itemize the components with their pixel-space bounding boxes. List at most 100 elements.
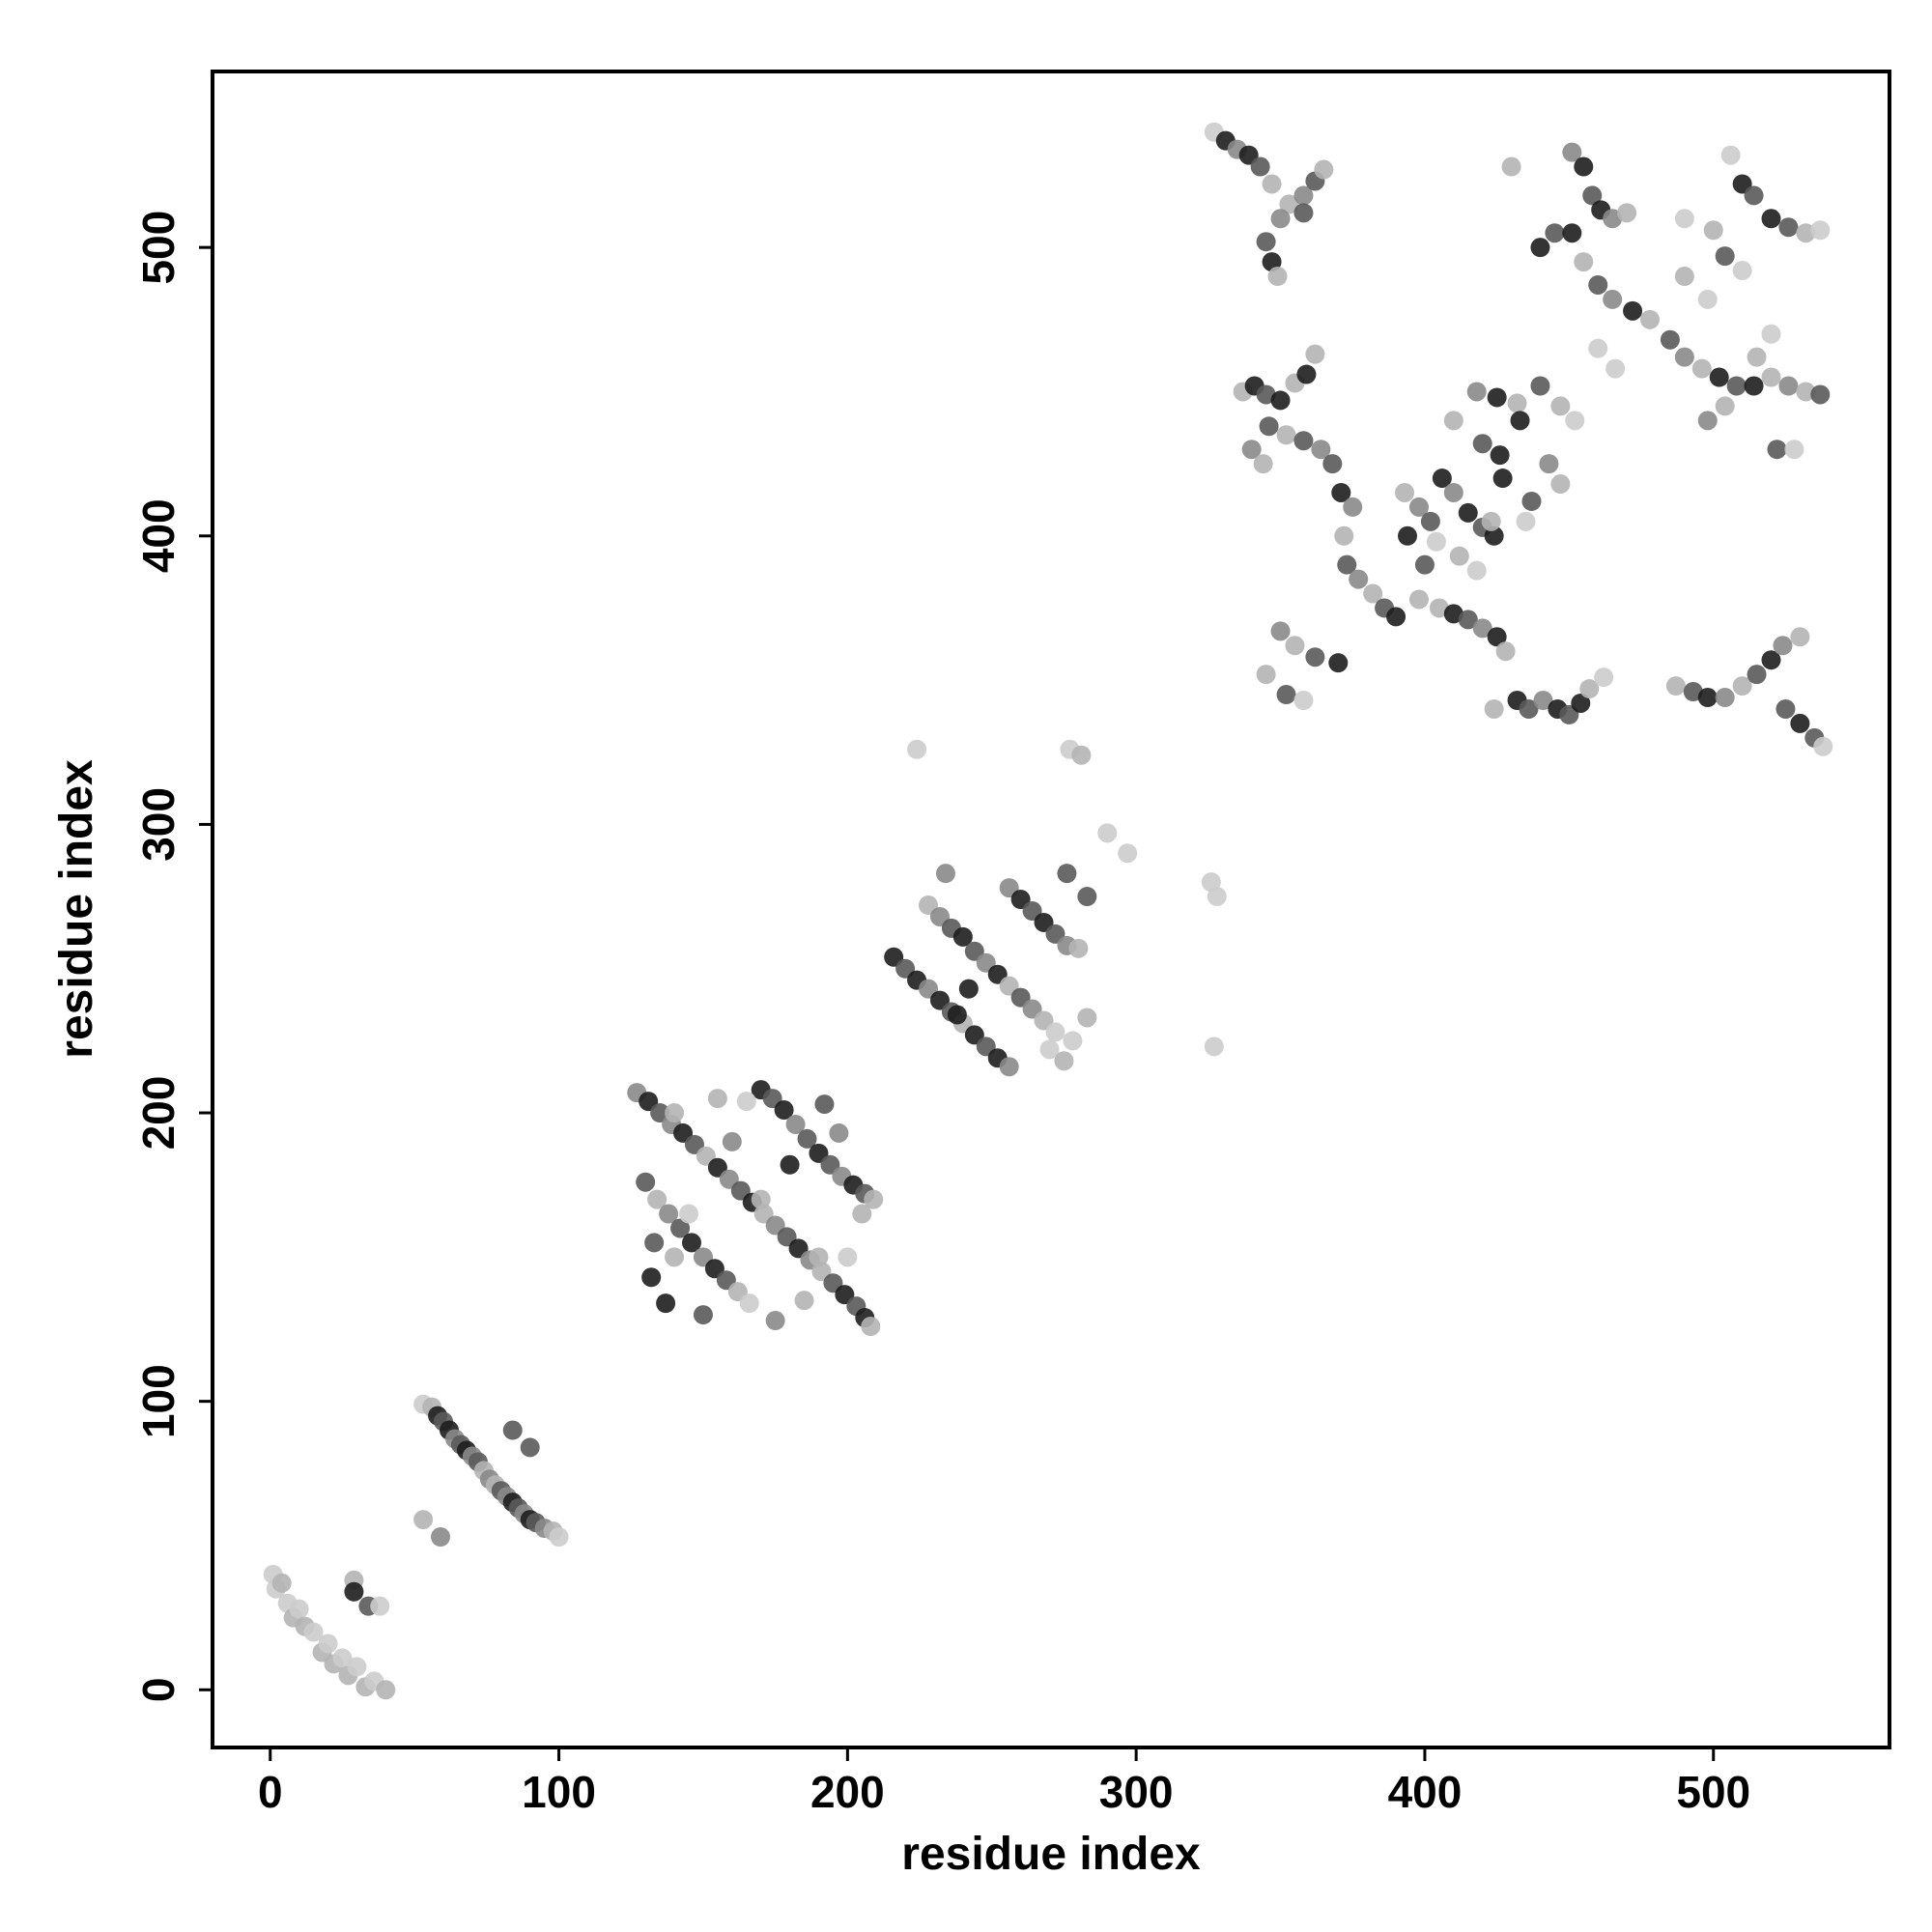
scatter-point: [751, 1189, 771, 1209]
scatter-point: [1665, 676, 1686, 696]
scatter-point: [794, 1291, 814, 1311]
scatter-point: [1349, 569, 1369, 589]
scatter-point: [1071, 745, 1092, 765]
scatter-point: [1674, 267, 1694, 287]
scatter-point: [852, 1204, 872, 1224]
scatter-point: [1726, 376, 1747, 396]
scatter-point: [1432, 469, 1452, 489]
scatter-point: [1253, 454, 1273, 474]
scatter-point: [370, 1596, 390, 1616]
scatter-point: [1331, 482, 1351, 502]
scatter-point: [682, 1233, 701, 1253]
scatter-point: [1305, 344, 1325, 364]
scatter-point: [303, 1622, 324, 1642]
scatter-point: [1697, 688, 1718, 708]
scatter-point: [1204, 1037, 1224, 1057]
scatter-point: [1521, 491, 1542, 511]
scatter-point: [1691, 358, 1712, 379]
scatter-point: [1077, 1008, 1097, 1028]
scatter-point: [1776, 698, 1796, 719]
scatter-point: [1617, 203, 1637, 223]
scatter-point: [1337, 554, 1357, 575]
scatter-point: [1293, 203, 1314, 223]
scatter-point: [1256, 232, 1276, 252]
y-tick-label: 100: [133, 1364, 184, 1438]
scatter-point: [1426, 531, 1446, 552]
scatter-point: [1761, 650, 1781, 670]
scatter-point: [665, 1103, 685, 1123]
scatter-point: [1744, 185, 1764, 206]
scatter-point: [502, 1420, 523, 1440]
scatter-point: [1311, 440, 1331, 460]
scatter-point: [1305, 647, 1325, 668]
scatter-point: [1640, 309, 1660, 329]
scatter-point: [707, 1089, 727, 1109]
y-tick-label: 500: [133, 211, 184, 285]
scatter-point: [1715, 396, 1735, 416]
scatter-point: [1605, 358, 1626, 379]
scatter-point: [1343, 497, 1363, 517]
scatter-point: [656, 1293, 676, 1314]
plot-frame: [211, 70, 1891, 1749]
scatter-point: [785, 1114, 806, 1134]
y-tick-label: 400: [133, 498, 184, 573]
scatter-point: [1796, 382, 1816, 402]
scatter-point: [1207, 887, 1227, 907]
scatter-point: [1574, 156, 1594, 177]
scatter-point: [693, 1305, 713, 1325]
scatter-point: [1484, 698, 1504, 719]
scatter-point: [1466, 560, 1487, 581]
scatter-point: [1545, 223, 1565, 243]
scatter-point: [1068, 938, 1089, 958]
scatter-point: [1259, 416, 1279, 437]
scatter-point: [1293, 690, 1314, 710]
scatter-point: [1296, 364, 1317, 384]
scatter-point: [1490, 445, 1510, 466]
scatter-point: [1097, 823, 1118, 843]
scatter-point: [1778, 217, 1799, 238]
scatter-point: [1466, 382, 1487, 402]
scatter-point: [1293, 431, 1314, 451]
scatter-point: [1293, 185, 1314, 206]
scatter-point: [829, 1122, 849, 1143]
scatter-point: [1270, 390, 1291, 411]
scatter-point: [1571, 693, 1591, 713]
scatter-point: [1363, 583, 1383, 604]
scatter-point: [1761, 324, 1781, 344]
points: [263, 122, 1833, 1700]
scatter-point: [1562, 223, 1582, 243]
scatter-point: [1408, 497, 1429, 517]
scatter-point: [1709, 367, 1729, 387]
x-tick-label: 400: [1388, 1767, 1463, 1817]
scatter-point: [289, 1599, 309, 1619]
y-tick-label: 0: [133, 1677, 184, 1702]
scatter-point: [1443, 482, 1463, 502]
scatter-point: [1778, 376, 1799, 396]
scatter-point: [1507, 393, 1527, 413]
scatter-point: [1118, 843, 1138, 864]
y-tick-label: 200: [133, 1076, 184, 1151]
scatter-point: [947, 1005, 967, 1025]
scatter-point: [644, 1233, 665, 1253]
scatter-point: [739, 1293, 759, 1314]
scatter-point: [1063, 1031, 1083, 1051]
scatter-point: [809, 1247, 829, 1267]
scatter-point: [318, 1634, 338, 1654]
scatter-point: [1449, 546, 1469, 566]
scatter-point: [1715, 688, 1735, 708]
scatter-point: [1039, 1039, 1060, 1060]
scatter-point: [1810, 384, 1831, 405]
scatter-point: [1414, 554, 1435, 575]
scatter-point: [413, 1510, 434, 1530]
scatter-point: [1660, 329, 1680, 350]
scatter-point: [1579, 679, 1600, 699]
scatter-point: [1810, 220, 1831, 241]
scatter-point: [1262, 174, 1282, 194]
x-axis-title: residue index: [901, 1829, 1201, 1880]
scatter-point: [1495, 641, 1516, 662]
scatter-point: [1790, 713, 1810, 733]
scatter-point: [1328, 653, 1349, 673]
scatter-point: [636, 1172, 656, 1192]
scatter-point: [1623, 300, 1643, 321]
